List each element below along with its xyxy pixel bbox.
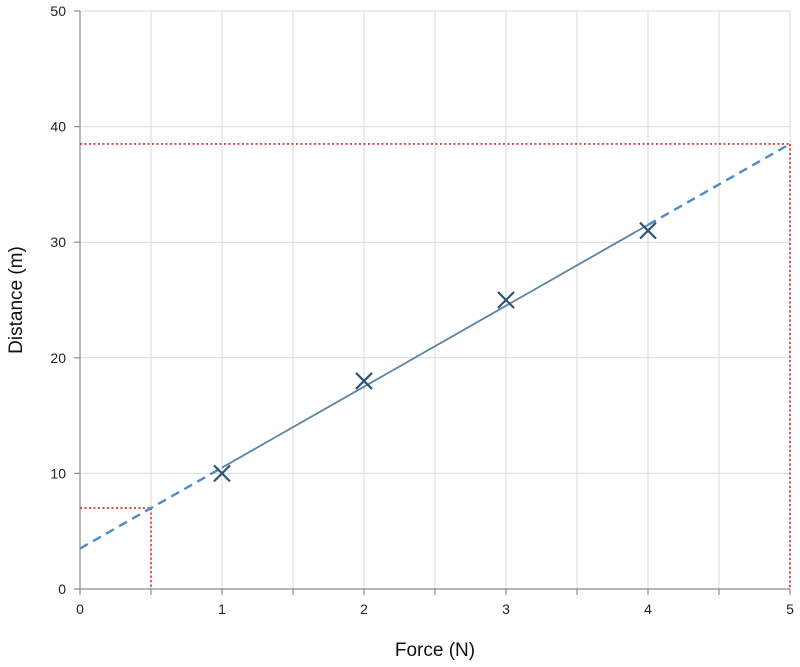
y-tick-label: 50: [50, 3, 66, 19]
x-tick-label: 0: [76, 601, 84, 617]
data-point: [497, 291, 515, 309]
data-point-stroke: [639, 221, 657, 240]
fit-line-dashed: [79, 466, 223, 550]
y-axis-title: Distance (m): [6, 246, 27, 354]
data-points: [213, 221, 657, 483]
x-axis-title: Force (N): [395, 640, 475, 661]
fit-line-solid: [221, 224, 649, 469]
data-point: [355, 372, 373, 390]
x-tick-label: 1: [218, 601, 226, 617]
data-point-stroke: [213, 464, 231, 483]
fit-line-dashed: [647, 142, 791, 226]
data-point-stroke: [497, 291, 515, 309]
data-point: [213, 464, 231, 483]
grid-lines: [80, 10, 791, 589]
data-point: [639, 221, 657, 240]
y-tick-label: 30: [50, 234, 66, 250]
x-tick-label: 2: [360, 601, 368, 617]
y-tick-label: 20: [50, 350, 66, 366]
data-point-stroke: [355, 372, 373, 390]
y-tick-label: 10: [50, 465, 66, 481]
axes: [74, 10, 791, 595]
reference-lines: [80, 143, 791, 589]
y-tick-label: 40: [50, 119, 66, 135]
x-tick-label: 5: [786, 601, 794, 617]
y-tick-label: 0: [58, 581, 66, 597]
x-tick-label: 4: [644, 601, 652, 617]
x-tick-label: 3: [502, 601, 510, 617]
fit-line: [79, 142, 791, 550]
